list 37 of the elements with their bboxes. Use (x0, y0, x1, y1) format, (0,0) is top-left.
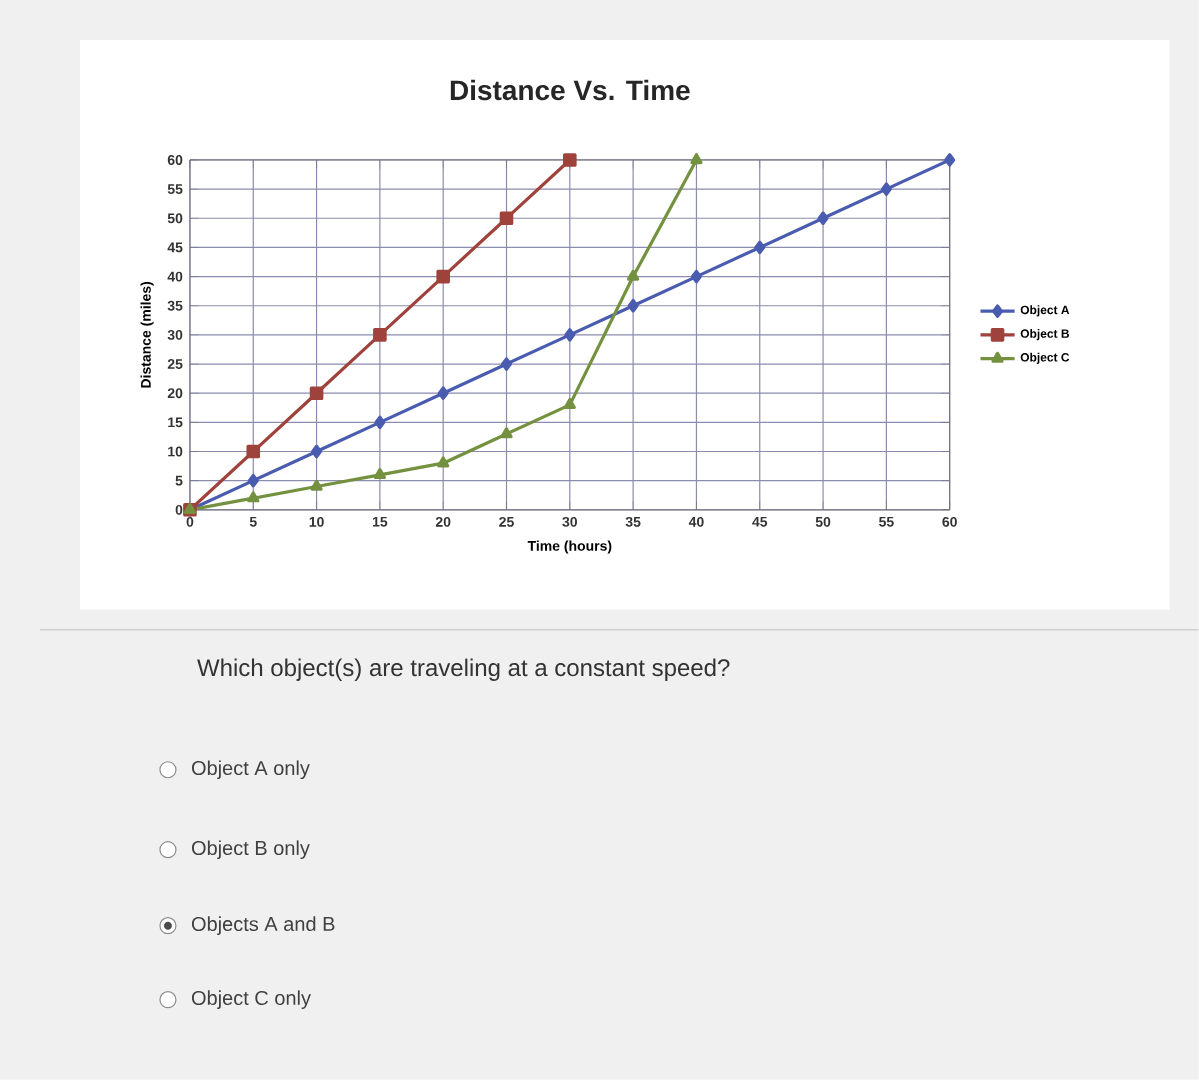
y-tick-label: 60 (167, 155, 183, 166)
y-tick-label: 50 (167, 213, 183, 224)
x-tick-label: 10 (309, 517, 324, 527)
x-tick-label: 50 (815, 517, 831, 527)
text: Object C only (191, 990, 311, 1010)
y-tick-label: 25 (167, 359, 183, 370)
x-tick-label: 20 (435, 517, 451, 527)
chart-title: Distance Vs. Time (450, 79, 690, 101)
y-axis-title: Distance (miles) (140, 282, 154, 388)
y-tick-label: 10 (168, 446, 183, 457)
y-tick-label: 0 (175, 505, 183, 515)
text: Object A only (191, 760, 310, 780)
legend-label: Object C (1020, 352, 1070, 365)
x-tick-label: 30 (562, 517, 578, 528)
x-axis-title: Time (hours) (527, 540, 612, 554)
x-tick-label: 60 (942, 517, 957, 527)
y-tick-label: 20 (167, 388, 183, 399)
y-tick-label: 35 (167, 300, 183, 311)
y-tick-label: 40 (167, 271, 183, 282)
legend-label: Object A (1020, 305, 1070, 317)
y-tick-label: 55 (167, 184, 183, 195)
y-tick-label: 30 (167, 330, 183, 341)
y-tick-label: 15 (168, 417, 183, 428)
legend-label: Object B (1020, 329, 1069, 341)
x-tick-label: 0 (186, 517, 194, 527)
text: Which object(s) are traveling at a constant speed? (197, 658, 730, 682)
y-tick-label: 5 (175, 475, 183, 486)
text: Object B only (191, 840, 310, 860)
x-tick-label: 35 (625, 517, 641, 528)
x-tick-label: 55 (879, 517, 894, 527)
x-tick-label: 15 (372, 517, 388, 527)
x-tick-label: 5 (249, 517, 257, 527)
x-tick-label: 45 (752, 517, 768, 527)
x-tick-label: 25 (499, 517, 514, 527)
text: Objects A and B (191, 916, 335, 936)
x-tick-label: 40 (688, 517, 704, 527)
y-tick-label: 45 (167, 242, 183, 253)
